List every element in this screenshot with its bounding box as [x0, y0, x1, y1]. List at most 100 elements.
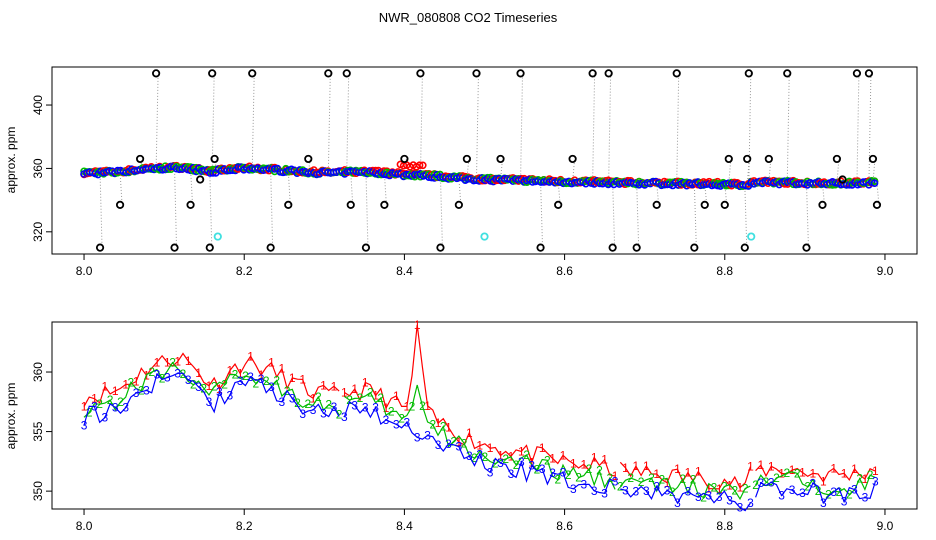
series-3-marker: 3: [716, 490, 723, 504]
series-2-marker: 2: [232, 368, 239, 382]
flag-point: [568, 154, 577, 164]
flag-connector: [209, 171, 213, 248]
series-2-marker: 2: [471, 451, 478, 465]
series-2-marker: 2: [252, 376, 259, 390]
series-3-marker: 3: [154, 367, 161, 381]
series-2-marker: 2: [117, 395, 124, 409]
series-2-marker: 2: [305, 397, 312, 411]
series-3-marker: 3: [226, 388, 233, 402]
series-2-marker: 2: [731, 484, 738, 498]
series-1-marker: 1: [695, 465, 702, 479]
flag-point: [588, 69, 597, 78]
flag-point: [152, 69, 161, 78]
series-3-marker: 3: [445, 437, 452, 451]
flag-point: [210, 154, 219, 164]
series-1-marker: 1: [81, 400, 88, 414]
series-1-marker: 1: [237, 367, 244, 381]
series-3-marker: 3: [424, 429, 431, 443]
series-2-line: [83, 361, 876, 501]
series-2-marker: 2: [409, 400, 416, 414]
series-2-marker: 2: [586, 462, 593, 476]
flag-point: [170, 243, 179, 252]
flag-point: [205, 243, 214, 252]
series-2-marker: 2: [159, 371, 166, 385]
series-3-marker: 3: [633, 485, 640, 499]
series-3-marker: 3: [570, 482, 577, 496]
flag-point: [436, 243, 445, 252]
flag-point: [802, 243, 811, 252]
series-2-marker: 2: [429, 418, 436, 432]
series-2-marker: 2: [534, 463, 541, 477]
series-1-marker: 1: [778, 467, 785, 481]
flag-point: [608, 243, 617, 252]
series-2-marker: 2: [659, 472, 666, 486]
series-3-marker: 3: [237, 374, 244, 388]
series-1-marker: 1: [403, 399, 410, 413]
flag-point: [536, 243, 545, 252]
top-y-axis-label: approx. ppm: [4, 127, 18, 194]
flag-point: [472, 69, 481, 78]
series-1-marker: 1: [258, 368, 265, 382]
series-1-marker: 1: [820, 475, 827, 489]
flag-point: [724, 154, 733, 164]
bottom-x-tick-label: 8.0: [76, 519, 93, 533]
flag-point: [208, 69, 217, 78]
series-1-marker: 1: [570, 457, 577, 471]
series-1-marker: 1: [351, 382, 358, 396]
series-3-marker: 3: [466, 449, 473, 463]
series-3-marker: 3: [81, 419, 88, 433]
series-3-marker: 3: [799, 486, 806, 500]
series-1-marker: 1: [685, 466, 692, 480]
series-3-marker: 3: [601, 486, 608, 500]
series-3-marker: 3: [341, 410, 348, 424]
bottom-plot-frame: [51, 321, 918, 510]
series-1-marker: 1: [341, 385, 348, 399]
flag-connector: [350, 172, 354, 205]
series-3-marker: 3: [112, 401, 119, 415]
series-2-marker: 2: [721, 479, 728, 493]
series-1-marker: 1: [601, 453, 608, 467]
series-3-marker: 3: [393, 417, 400, 431]
flag-point: [380, 200, 389, 209]
series-1-marker: 1: [862, 472, 869, 486]
series-3-marker: 3: [497, 456, 504, 470]
series-2-marker: 2: [544, 453, 551, 467]
series-2-marker: 2: [357, 391, 364, 405]
series-3-marker: 3: [102, 411, 109, 425]
flag-connector: [676, 73, 680, 184]
series-1-marker: 1: [497, 449, 504, 463]
series-1-marker: 1: [622, 461, 629, 475]
series-1-marker: 1: [122, 377, 129, 391]
series-1-marker: 1: [737, 481, 744, 495]
series-3-marker: 3: [643, 484, 650, 498]
series-1-marker: 1: [789, 463, 796, 477]
flag-point: [95, 243, 105, 252]
series-1-marker: 1: [393, 389, 400, 403]
series-1-marker: 1: [528, 455, 535, 469]
flag-connector: [693, 183, 697, 248]
flag-connector: [214, 158, 218, 172]
series-3-marker: 3: [206, 395, 213, 409]
flag-point: [864, 69, 874, 78]
series-1-marker: 1: [560, 448, 567, 462]
flag-point: [852, 69, 862, 78]
series-3-marker: 3: [580, 477, 587, 491]
flag-point: [136, 154, 145, 164]
series-1-marker: 1: [757, 458, 764, 472]
series-3-marker: 3: [872, 475, 879, 489]
series-3-marker: 3: [653, 480, 660, 494]
series-1-marker: 1: [195, 366, 202, 380]
flag-point: [720, 200, 729, 209]
chart-title: NWR_080808 CO2 Timeseries: [379, 10, 558, 25]
flag-point: [764, 154, 773, 164]
series-3-marker: 3: [414, 430, 421, 444]
series-1-marker: 1: [154, 355, 161, 369]
bottom-x-tick-label: 9.0: [877, 519, 894, 533]
series-3-marker: 3: [685, 485, 692, 499]
bottom-x-tick-label: 8.6: [556, 519, 573, 533]
series-1-marker: 1: [414, 318, 421, 332]
series-1-marker: 1: [466, 426, 473, 440]
series-1-marker: 1: [653, 467, 660, 481]
flag-point: [672, 69, 681, 78]
